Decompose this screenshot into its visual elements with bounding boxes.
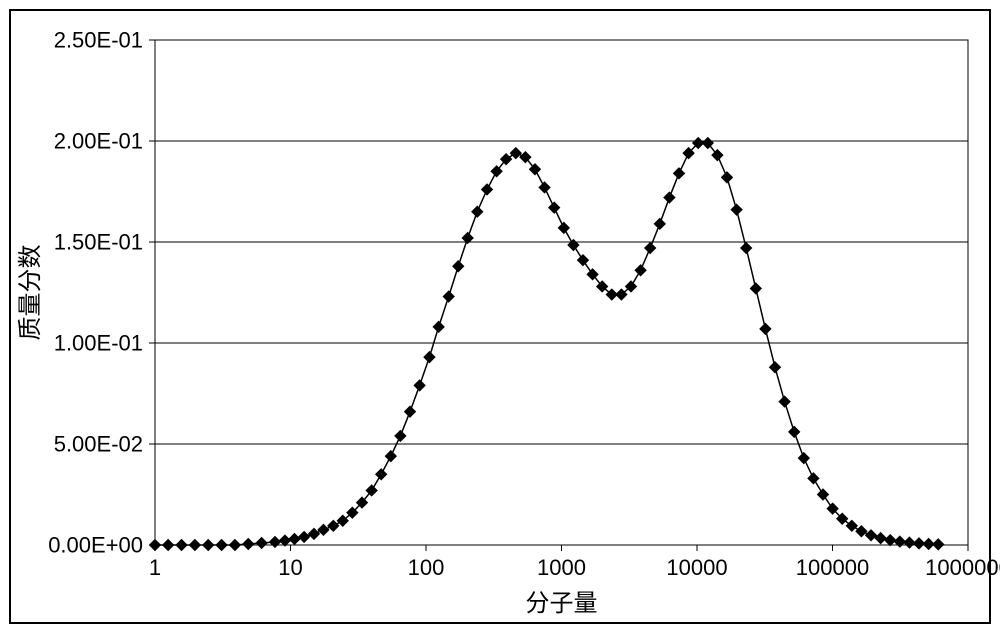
- x-tick-label: 100000: [796, 555, 869, 580]
- x-tick-label: 10: [278, 555, 302, 580]
- y-tick-label: 1.50E-01: [54, 230, 143, 255]
- x-tick-label: 10000: [666, 555, 727, 580]
- x-tick-label: 1000: [537, 555, 586, 580]
- y-tick-label: 2.50E-01: [54, 28, 143, 53]
- y-tick-label: 0.00E+00: [48, 533, 143, 558]
- x-tick-label: 100: [408, 555, 445, 580]
- y-tick-label: 1.00E-01: [54, 331, 143, 356]
- chart-container: 1 10 100 1000 10000 100000 1000000 0.00E+00 5.00…: [0, 0, 1000, 633]
- y-axis-label: 质量分数: [17, 245, 44, 341]
- x-tick-label: 1000000: [925, 555, 1000, 580]
- y-tick-label: 2.00E-01: [54, 129, 143, 154]
- x-tick-label: 1: [149, 555, 161, 580]
- x-axis-label: 分子量: [526, 590, 598, 617]
- chart-svg: 1 10 100 1000 10000 100000 1000000 0.00E+00 5.00…: [0, 0, 1000, 633]
- y-tick-label: 5.00E-02: [54, 432, 143, 457]
